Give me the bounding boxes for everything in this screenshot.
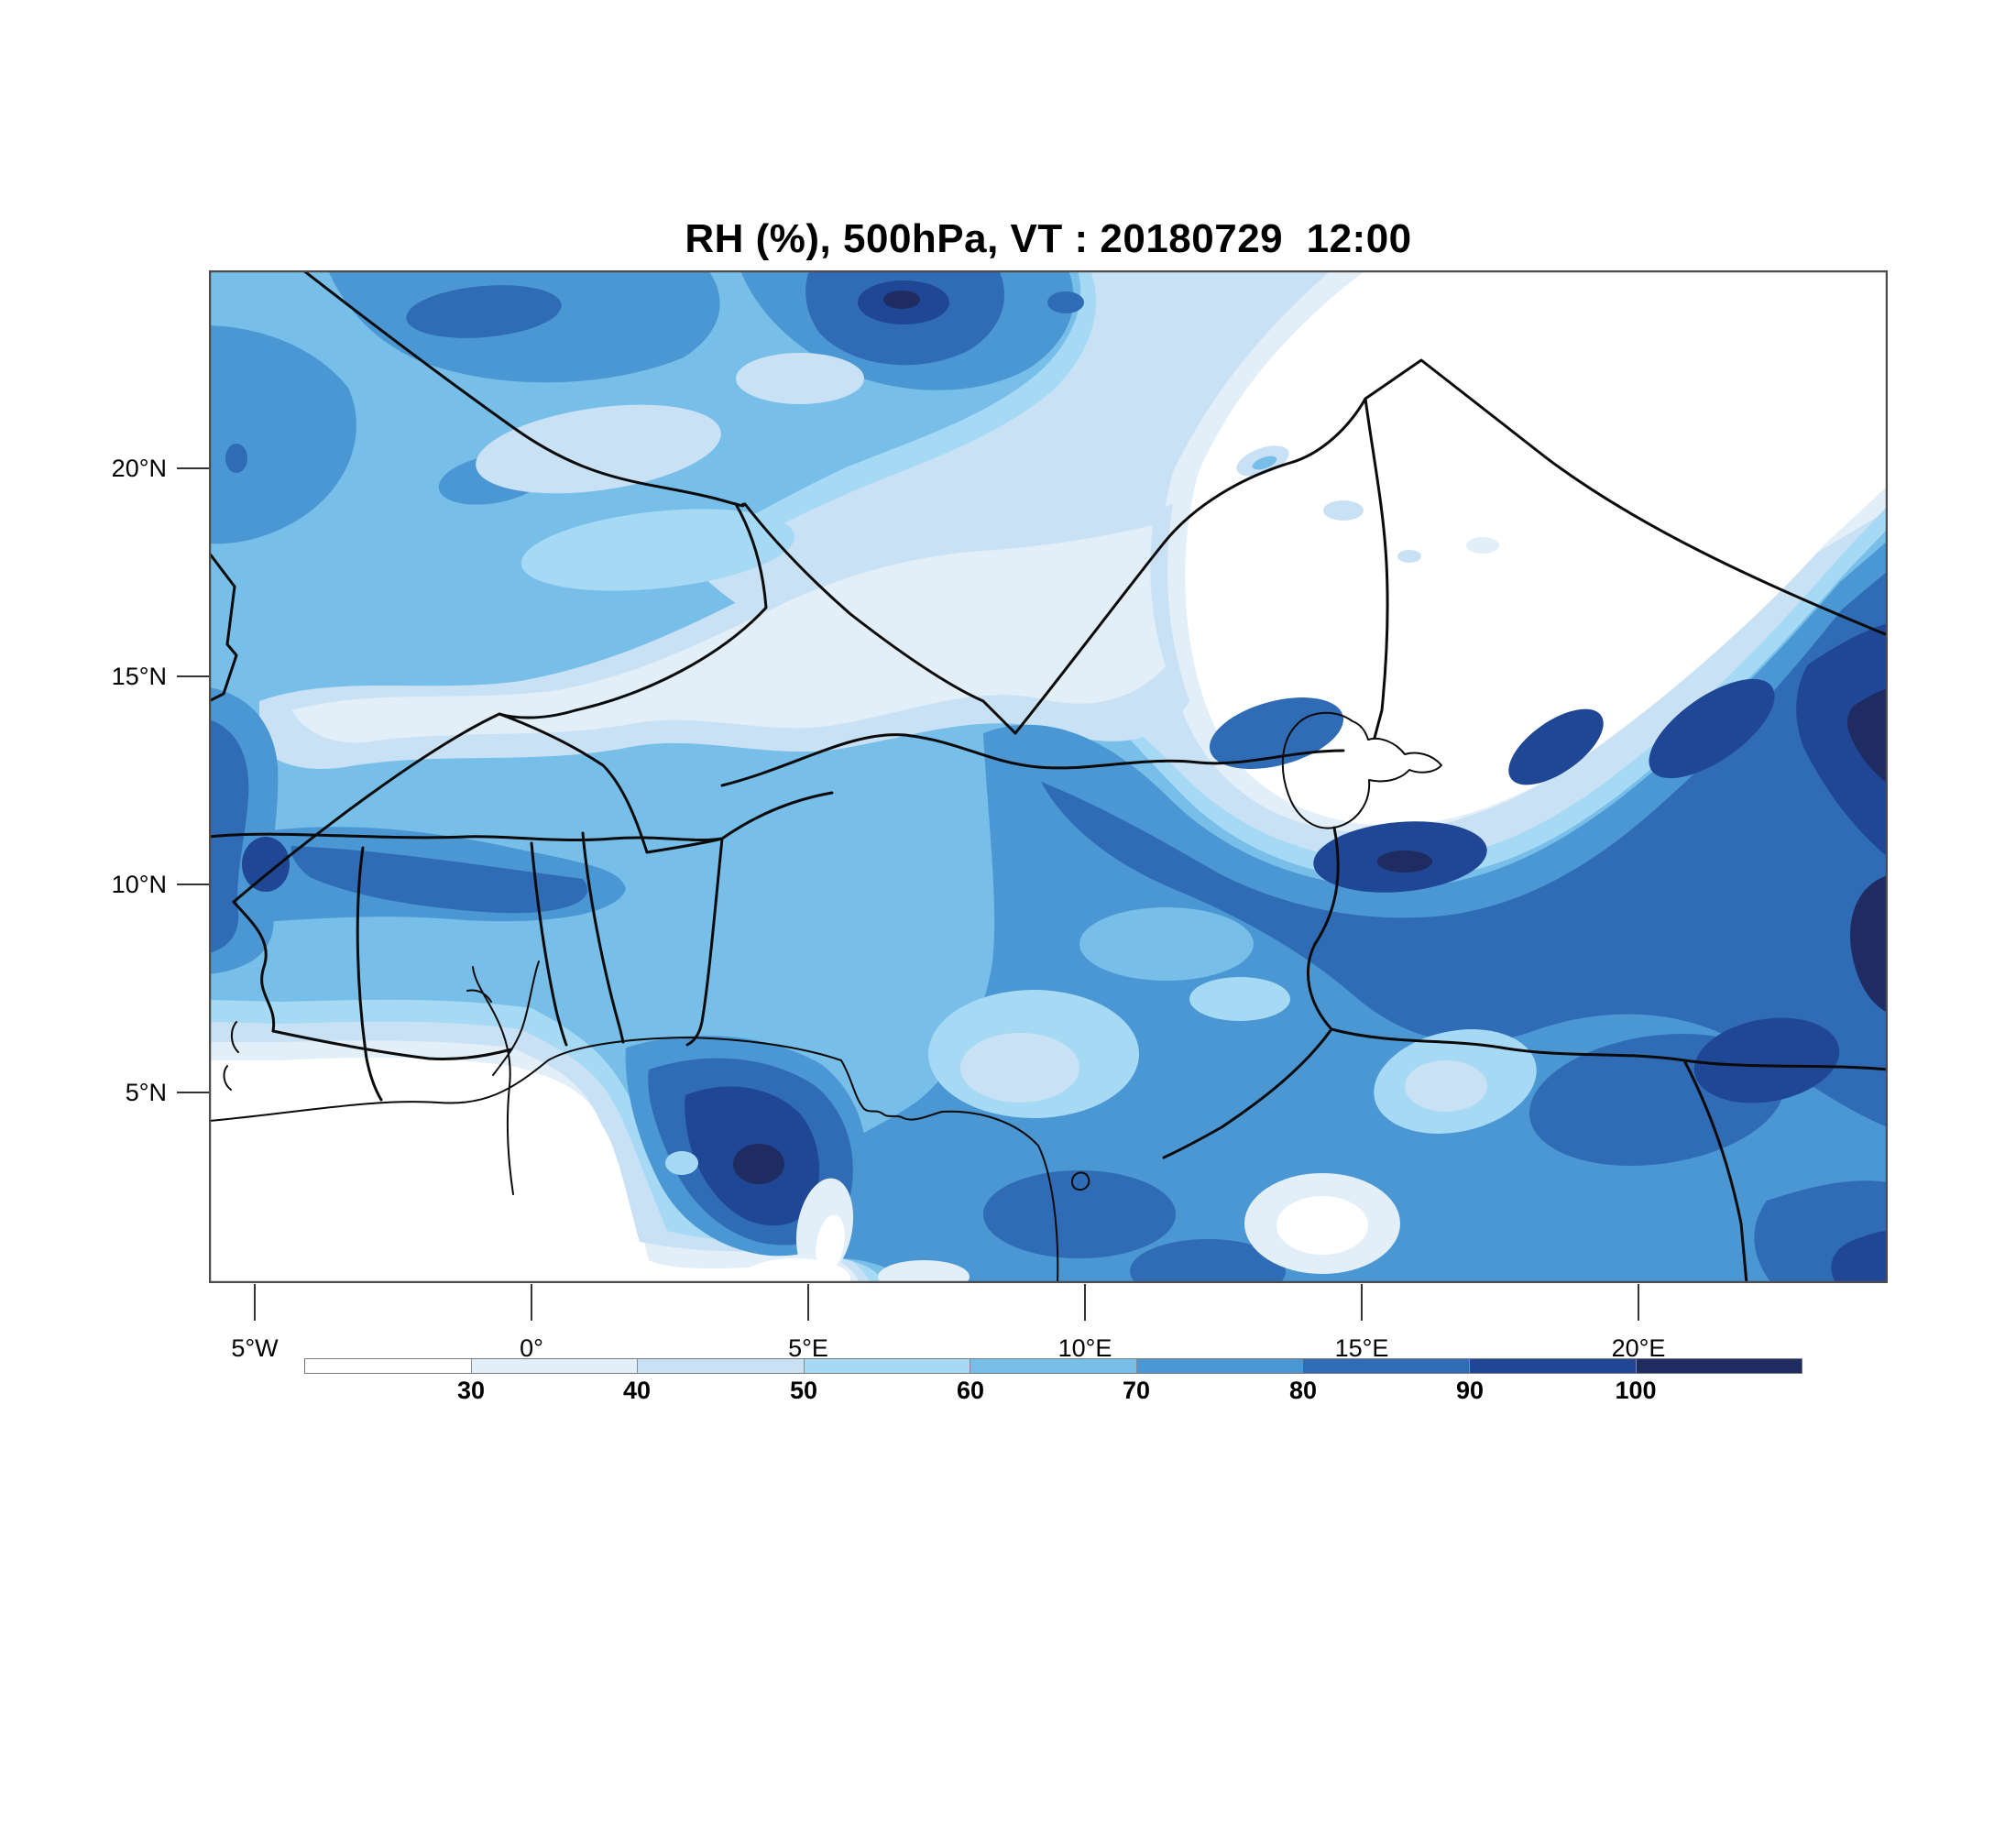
border-nigeria-cameroon	[1162, 1027, 1333, 1159]
y-tick-15n	[177, 675, 209, 677]
coastline-gulf-of-guinea	[209, 1037, 1059, 1283]
x-axis-label-20e: 20°E	[1611, 1334, 1666, 1362]
border-cotedivoire-ghana	[356, 846, 383, 1102]
colorbar-segment-90-100	[1469, 1359, 1637, 1373]
border-chad-car	[1330, 1027, 1888, 1071]
border-niger-chad	[1364, 397, 1389, 740]
band-gt-100	[733, 291, 1888, 1184]
colorbar-label-50: 50	[789, 1377, 818, 1404]
colorbar-segment-gt100	[1636, 1359, 1802, 1373]
light-patches	[476, 353, 1537, 1283]
colorbar-label-80: 80	[1288, 1377, 1318, 1404]
y-axis-label-20n: 20°N	[111, 455, 167, 482]
colorbar-segment-50-60	[804, 1359, 971, 1373]
plot-frame	[209, 270, 1888, 1283]
border-chad-cameroon	[1306, 826, 1340, 1031]
map-plot	[209, 270, 1888, 1283]
border-benin-nigeria	[685, 837, 724, 1047]
colorbar-label-60: 60	[956, 1377, 985, 1404]
x-tick-15e	[1361, 1284, 1363, 1321]
x-axis-label-10e: 10°E	[1057, 1334, 1112, 1362]
contour-map-svg	[209, 270, 1888, 1283]
plot-title: RH (%), 500hPa, VT : 20180729 12:00	[685, 216, 1412, 261]
bioko-island	[1070, 1171, 1090, 1191]
y-axis-label-5n: 5°N	[125, 1079, 167, 1106]
x-tick-0	[531, 1284, 532, 1321]
border-cameroon-car	[1682, 1059, 1748, 1283]
colorbar-label-90: 90	[1455, 1377, 1485, 1404]
lake-chad-outline	[1281, 711, 1442, 829]
border-burkina-niger-benin	[498, 712, 834, 854]
border-mauritania-mali	[209, 551, 238, 703]
x-axis-label-0: 0°	[520, 1334, 543, 1362]
border-togo-benin	[581, 831, 625, 1044]
colorbar-segment-30-40	[471, 1359, 639, 1373]
y-tick-10n	[177, 884, 209, 885]
x-tick-5e	[807, 1284, 809, 1321]
x-axis-label-15e: 15°E	[1334, 1334, 1389, 1362]
lake-volta	[466, 960, 540, 1195]
border-algeria-niger-libya	[1013, 358, 1888, 735]
colorbar-segment-40-50	[638, 1359, 805, 1373]
x-axis-label-5w: 5°W	[231, 1334, 279, 1362]
colorbar-segment-lt30	[305, 1359, 472, 1373]
colorbar-label-30: 30	[456, 1377, 486, 1404]
colorbar-label-40: 40	[622, 1377, 652, 1404]
sahel-dry-corridor	[259, 504, 1189, 769]
y-axis-label-10n: 10°N	[111, 871, 167, 898]
country-borders	[209, 270, 1888, 1283]
colorbar-segment-70-80	[1136, 1359, 1304, 1373]
colorbar-segment-80-90	[1303, 1359, 1470, 1373]
x-tick-5w	[254, 1284, 256, 1321]
y-tick-20n	[177, 467, 209, 469]
cotedivoire-lakes	[223, 1021, 239, 1091]
border-ghana-togo-benin-north	[209, 832, 724, 842]
colorbar	[304, 1358, 1802, 1374]
y-axis-label-15n: 15°N	[111, 663, 167, 690]
border-cotedivoire-north	[271, 1029, 513, 1060]
border-ghana-togo	[530, 841, 568, 1047]
border-niger-nigeria	[720, 733, 1345, 787]
colorbar-label-70: 70	[1122, 1377, 1151, 1404]
x-tick-20e	[1638, 1284, 1639, 1321]
colorbar-label-100: 100	[1615, 1377, 1657, 1404]
x-axis-label-5e: 5°E	[788, 1334, 828, 1362]
y-tick-5n	[177, 1092, 209, 1093]
x-tick-10e	[1084, 1284, 1086, 1321]
colorbar-segment-60-70	[970, 1359, 1137, 1373]
